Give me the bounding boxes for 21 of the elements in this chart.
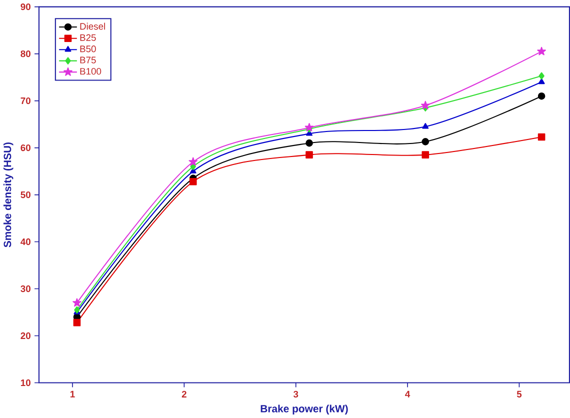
x-tick-label: 4: [405, 390, 410, 398]
legend-label: B50: [80, 46, 96, 52]
legend-label: B75: [80, 56, 96, 64]
x-tick-label: 3: [293, 390, 298, 398]
y-tick-label: 20: [20, 332, 30, 340]
x-tick-label: 1: [70, 390, 75, 398]
y-tick-label: 90: [20, 4, 30, 10]
legend-label: Diesel: [80, 22, 105, 30]
legend-label: B100: [80, 68, 102, 75]
x-tick-label: 2: [182, 390, 186, 398]
y-tick-label: 40: [20, 238, 30, 246]
y-tick-label: 70: [20, 97, 30, 104]
y-tick-label: 30: [20, 285, 30, 292]
y-tick-label: 10: [20, 379, 30, 386]
y-tick-label: 50: [20, 191, 30, 198]
y-axis-title: Smoke density (HSU): [3, 142, 14, 248]
x-axis-title: Brake power (kW): [260, 404, 348, 414]
x-tick-label: 5: [516, 390, 522, 398]
legend-label: B25: [80, 34, 96, 41]
y-tick-label: 60: [20, 144, 30, 152]
y-tick-label: 80: [20, 50, 30, 58]
